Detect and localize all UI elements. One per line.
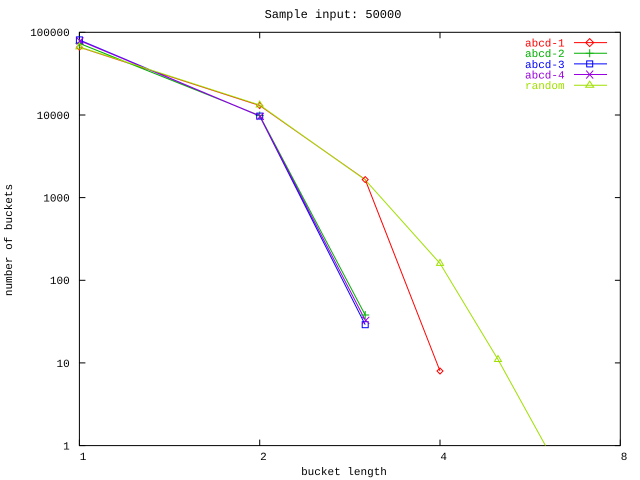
svg-text:random: random xyxy=(525,81,565,93)
svg-text:100000: 100000 xyxy=(30,28,70,40)
svg-text:1: 1 xyxy=(63,442,70,454)
svg-text:Sample input: 50000: Sample input: 50000 xyxy=(265,8,402,22)
svg-text:bucket length: bucket length xyxy=(301,467,387,479)
svg-text:number of buckets: number of buckets xyxy=(4,184,16,296)
svg-text:2: 2 xyxy=(260,452,267,464)
svg-text:1000: 1000 xyxy=(43,194,69,206)
svg-text:4: 4 xyxy=(440,452,447,464)
svg-text:1: 1 xyxy=(80,452,87,464)
svg-text:8: 8 xyxy=(621,452,628,464)
svg-text:100: 100 xyxy=(50,276,70,288)
svg-text:10000: 10000 xyxy=(37,111,70,123)
svg-text:10: 10 xyxy=(56,359,69,371)
